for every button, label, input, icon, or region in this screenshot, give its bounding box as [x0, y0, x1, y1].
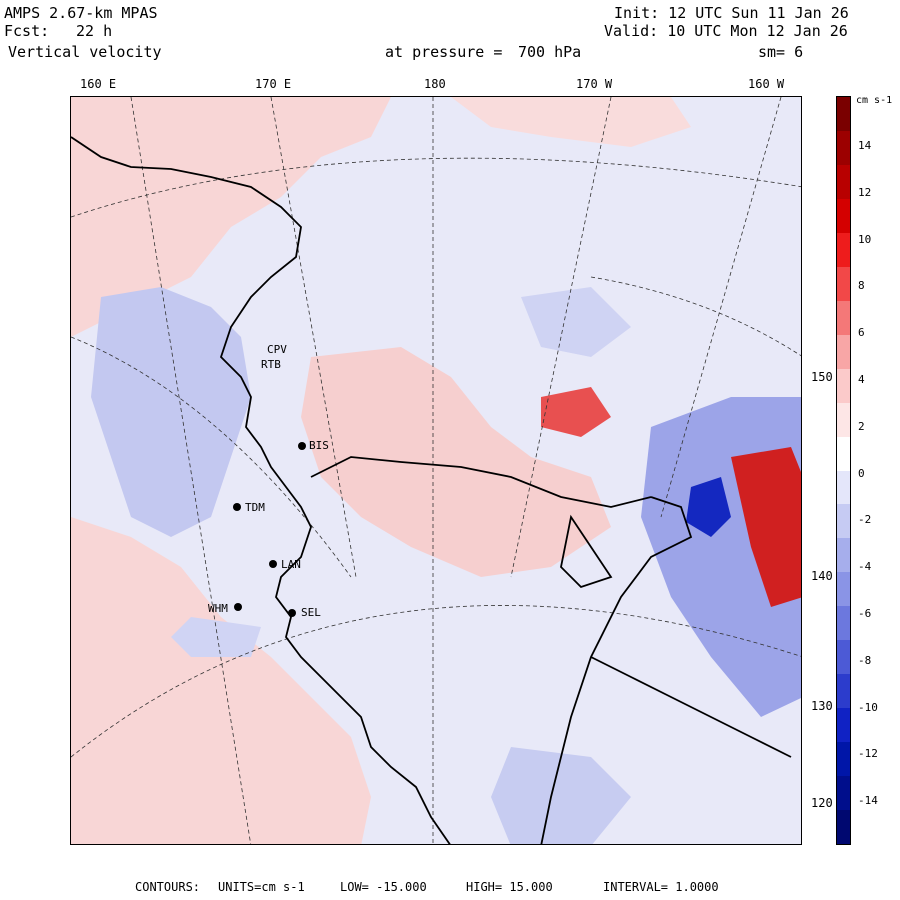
colorbar-segment — [837, 572, 850, 607]
station-whm: WHM — [208, 602, 228, 615]
colorbar-tick-label: -8 — [858, 653, 872, 667]
station-dot-sel — [288, 609, 296, 617]
strong-updraft-core — [731, 447, 801, 607]
colorbar-segment — [837, 810, 850, 845]
parallel-outer — [71, 157, 801, 218]
colorbar-segment — [837, 674, 850, 709]
colorbar-tick-label: 12 — [858, 185, 872, 199]
colorbar-tick-label: -2 — [858, 513, 872, 527]
station-lan: LAN — [281, 558, 301, 571]
colorbar-tick-label: 10 — [858, 232, 872, 246]
colorbar-tick-label: 0 — [858, 466, 865, 480]
graticule — [71, 97, 801, 844]
coastline — [71, 136, 792, 844]
colorbar-tick-label: 8 — [858, 279, 865, 293]
parallel-lat-2 — [590, 276, 801, 357]
downdraft-region-lowerleft — [171, 617, 261, 657]
station-dot-tdm — [233, 503, 241, 511]
meridian-170e — [270, 97, 357, 578]
updraft-region-west-coast — [71, 517, 371, 844]
coast-marie-byrd — [540, 496, 693, 844]
station-cpv: CPV — [267, 343, 287, 356]
colorbar-segment — [837, 164, 850, 200]
meridian-160e — [130, 97, 252, 844]
colorbar-units: cm s-1 — [856, 95, 893, 106]
station-sel: SEL — [301, 606, 321, 619]
parallel-inner — [71, 605, 801, 758]
lon-label-160e: 160 E — [80, 77, 117, 91]
downdraft-region-bottom — [491, 747, 631, 844]
colorbar-tick-label: -12 — [858, 747, 878, 761]
footer-interval: INTERVAL= 1.0000 — [603, 880, 719, 894]
colorbar-tick-label: -14 — [858, 794, 878, 808]
lon-label-170e: 170 E — [255, 77, 292, 91]
colorbar-segment — [837, 538, 850, 573]
colorbar-segment — [837, 708, 850, 743]
colorbar-segment — [837, 436, 850, 471]
station-tdm: TDM — [245, 501, 265, 514]
colorbar-segment — [837, 334, 850, 370]
forecast-label: Fcst: — [4, 22, 50, 40]
meridian-160w — [660, 97, 782, 518]
footer-low: LOW= -15.000 — [340, 880, 427, 894]
colorbar-segment — [837, 470, 850, 505]
parallel-lat-1 — [71, 336, 352, 578]
coast-victoria-land — [71, 136, 451, 844]
colorbar-segment — [837, 266, 850, 302]
colorbar-segment — [837, 742, 850, 777]
smoothing: sm= 6 — [758, 43, 804, 61]
meridian-170w — [510, 97, 612, 578]
coast-east — [590, 656, 792, 758]
field-name: Vertical velocity — [8, 43, 162, 61]
updraft-region-west — [71, 97, 391, 337]
lon-label-160w: 160 W — [748, 77, 785, 91]
coast-ross-ice-shelf-front — [310, 456, 652, 508]
station-bis: BIS — [309, 439, 329, 452]
strong-updraft-ross — [541, 387, 611, 437]
colorbar-segment — [837, 504, 850, 539]
footer-units: UNITS=cm s-1 — [218, 880, 305, 894]
colorbar-tick-label: 2 — [858, 419, 865, 433]
colorbar-tick-label: 14 — [858, 139, 872, 152]
lon-label-170w: 170 W — [576, 77, 613, 91]
colorbar-segment — [837, 776, 850, 811]
station-dot-bis — [298, 442, 306, 450]
colorbar-segment — [837, 97, 850, 132]
lon-label-180: 180 — [424, 77, 446, 91]
footer-high: HIGH= 15.000 — [466, 880, 553, 894]
colorbar-segment — [837, 300, 850, 336]
model-title: AMPS 2.67-km MPAS — [4, 4, 158, 22]
station-dot-whm — [234, 603, 242, 611]
vertical-velocity-map: BIS CPV RTB TDM LAN WHM SEL — [70, 96, 802, 845]
colorbar-tick-label: 4 — [858, 373, 865, 386]
strong-downdraft-core — [686, 477, 731, 537]
colorbar-segment — [837, 368, 850, 404]
colorbar-segment — [837, 198, 850, 234]
colorbar-tick-label: -10 — [858, 700, 878, 714]
downdraft-region-north — [521, 287, 631, 357]
colorbar-segment — [837, 606, 850, 641]
colorbar-segment — [837, 402, 850, 438]
colorbar-tick-label: -6 — [858, 607, 872, 620]
forecast-hour: 22 h — [76, 22, 113, 40]
colorbar-tick-label: 6 — [858, 326, 865, 340]
downdraft-region-tam — [91, 287, 251, 537]
colorbar-segment — [837, 640, 850, 675]
updraft-region-ross-ice — [301, 347, 611, 577]
pressure-label: at pressure = — [385, 43, 503, 61]
map-graphics — [71, 97, 801, 844]
station-dot-lan — [269, 560, 277, 568]
updraft-region-north — [451, 97, 691, 147]
colorbar-segment — [837, 232, 850, 268]
coast-roosevelt — [560, 514, 613, 589]
colorbar-tick-label: -4 — [858, 560, 872, 574]
station-rtb: RTB — [261, 358, 281, 371]
valid-time: Valid: 10 UTC Mon 12 Jan 26 — [604, 22, 848, 40]
colorbar-segment — [837, 130, 850, 166]
footer-contours-label: CONTOURS: — [135, 880, 201, 894]
colorbar — [836, 96, 851, 845]
pressure-value: 700 hPa — [518, 43, 582, 61]
init-time: Init: 12 UTC Sun 11 Jan 26 — [614, 4, 849, 22]
